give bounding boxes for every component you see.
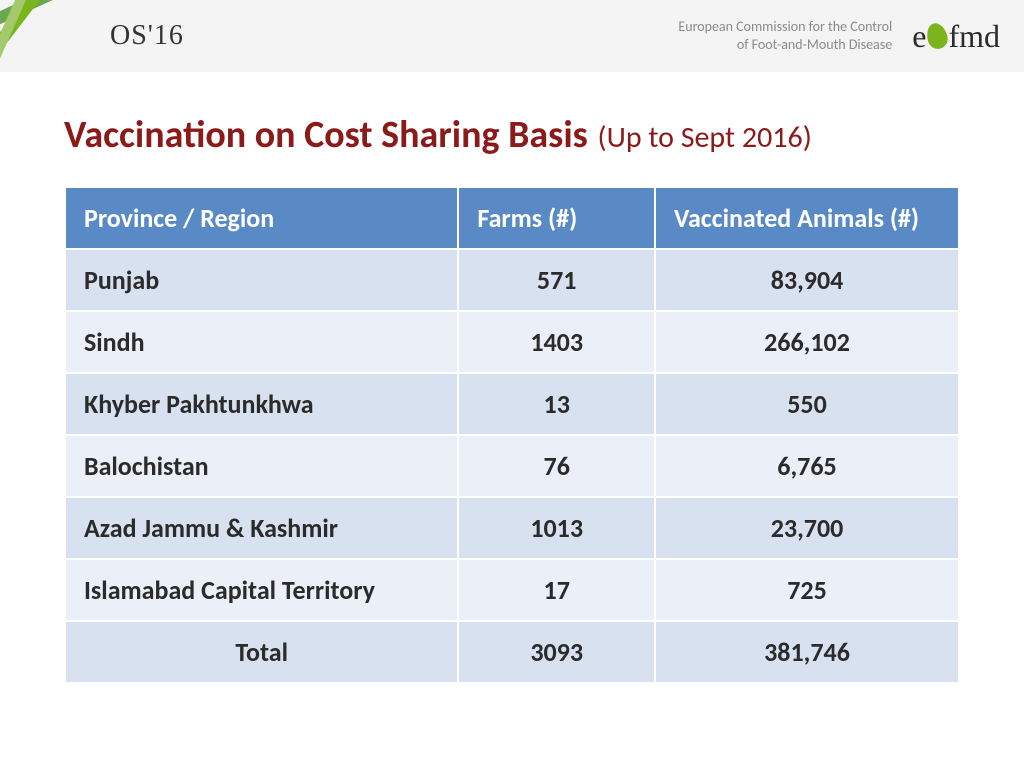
commission-text: European Commission for the Control of F…: [678, 18, 892, 54]
cell-farms: 1403: [458, 311, 655, 373]
table-row: Punjab 571 83,904: [65, 249, 959, 311]
cell-farms: 571: [458, 249, 655, 311]
table-row-total: Total 3093 381,746: [65, 621, 959, 683]
cell-farms: 13: [458, 373, 655, 435]
cell-province: Balochistan: [65, 435, 458, 497]
commission-line1: European Commission for the Control: [678, 18, 892, 36]
col-header-animals: Vaccinated Animals (#): [655, 187, 959, 249]
table-row: Balochistan 76 6,765: [65, 435, 959, 497]
table-row: Islamabad Capital Territory 17 725: [65, 559, 959, 621]
table-header-row: Province / Region Farms (#) Vaccinated A…: [65, 187, 959, 249]
cell-animals: 550: [655, 373, 959, 435]
cell-farms: 17: [458, 559, 655, 621]
vaccination-table: Province / Region Farms (#) Vaccinated A…: [64, 186, 960, 684]
cell-farms: 76: [458, 435, 655, 497]
table-row: Azad Jammu & Kashmir 1013 23,700: [65, 497, 959, 559]
commission-line2: of Foot-and-Mouth Disease: [678, 36, 892, 54]
cell-total-farms: 3093: [458, 621, 655, 683]
cell-province: Punjab: [65, 249, 458, 311]
cell-province: Azad Jammu & Kashmir: [65, 497, 458, 559]
header-bar: OS'16 European Commission for the Contro…: [0, 0, 1024, 72]
cell-province: Khyber Pakhtunkhwa: [65, 373, 458, 435]
title-main: Vaccination on Cost Sharing Basis: [64, 112, 588, 158]
logo-letter-e: e: [912, 18, 926, 55]
title-subtitle: (Up to Sept 2016): [597, 119, 811, 156]
col-header-farms: Farms (#): [458, 187, 655, 249]
table-row: Sindh 1403 266,102: [65, 311, 959, 373]
ribbon-decoration: [0, 0, 80, 72]
cell-farms: 1013: [458, 497, 655, 559]
cell-province: Sindh: [65, 311, 458, 373]
leaf-icon: [924, 21, 950, 51]
col-header-province: Province / Region: [65, 187, 458, 249]
cell-province: Islamabad Capital Territory: [65, 559, 458, 621]
cell-animals: 23,700: [655, 497, 959, 559]
cell-animals: 83,904: [655, 249, 959, 311]
slide-content: Vaccination on Cost Sharing Basis (Up to…: [0, 72, 1024, 684]
cell-animals: 6,765: [655, 435, 959, 497]
cell-animals: 266,102: [655, 311, 959, 373]
table-row: Khyber Pakhtunkhwa 13 550: [65, 373, 959, 435]
slide-title: Vaccination on Cost Sharing Basis (Up to…: [64, 112, 960, 158]
header-right: European Commission for the Control of F…: [678, 18, 1024, 55]
os-label: OS'16: [110, 20, 184, 52]
cell-total-label: Total: [65, 621, 458, 683]
cell-animals: 725: [655, 559, 959, 621]
cell-total-animals: 381,746: [655, 621, 959, 683]
eufmd-logo: efmd: [912, 18, 1000, 55]
logo-letters-fmd: fmd: [948, 18, 1000, 55]
